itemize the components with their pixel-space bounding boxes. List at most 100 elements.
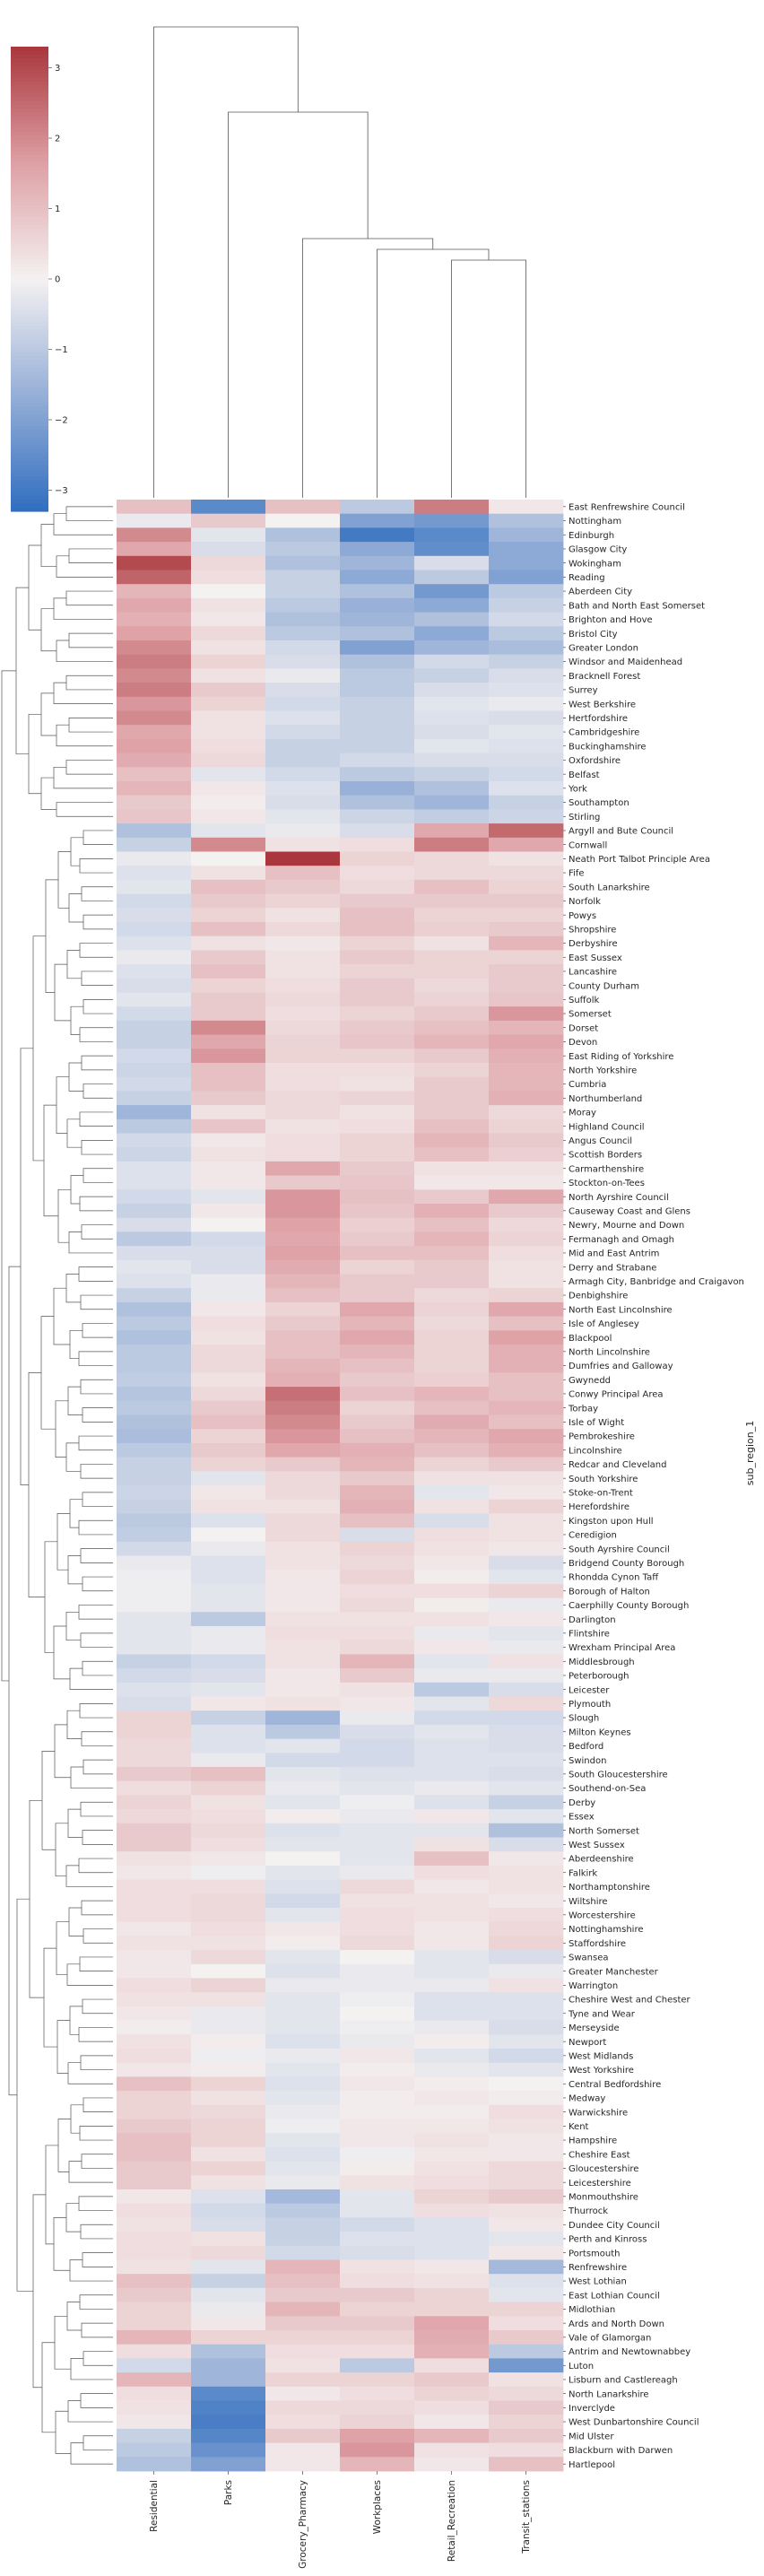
row-label: Thurrock — [568, 2206, 608, 2216]
row-label: Causeway Coast and Glens — [569, 1206, 690, 1216]
heatmap-cell — [191, 851, 266, 866]
heatmap-cell — [414, 1358, 490, 1373]
row-label: Suffolk — [569, 996, 599, 1005]
heatmap-cell — [191, 1246, 266, 1261]
heatmap-cell — [489, 1442, 564, 1458]
heatmap-cell — [265, 753, 341, 768]
heatmap-cell — [265, 1555, 341, 1571]
heatmap-cell — [489, 683, 564, 698]
heatmap-cell — [191, 1908, 266, 1923]
colorbar-gradient-step — [11, 457, 48, 462]
heatmap-cell — [489, 2034, 564, 2049]
dendrogram-link — [78, 1266, 113, 1282]
heatmap-cell — [340, 2245, 415, 2260]
colorbar: 3 2 1 0 −1 −2 −3 — [11, 47, 68, 512]
heatmap-cell — [414, 2287, 490, 2302]
heatmap-cell — [340, 2457, 415, 2472]
row-label: Derby — [569, 1798, 595, 1808]
heatmap-cell — [489, 1358, 564, 1373]
heatmap-cell — [117, 1429, 192, 1444]
colorbar-tick-label: 3 — [55, 64, 60, 74]
heatmap-cell — [265, 1597, 341, 1613]
colorbar-gradient-step — [11, 318, 48, 323]
heatmap-cell — [489, 1259, 564, 1275]
heatmap-cell — [414, 1034, 490, 1049]
heatmap-cell — [117, 513, 192, 528]
heatmap-cell — [340, 1513, 415, 1528]
heatmap-cell — [414, 1105, 490, 1120]
heatmap-cell — [117, 1612, 192, 1627]
colorbar-gradient-step — [11, 89, 48, 94]
heatmap-cell — [489, 1301, 564, 1317]
heatmap-cell — [340, 1471, 415, 1486]
colorbar-gradient-step — [11, 333, 48, 338]
heatmap-cell — [414, 1527, 490, 1543]
heatmap-cell — [340, 809, 415, 824]
heatmap-cell — [414, 1006, 490, 1022]
colorbar-gradient-step — [11, 224, 48, 230]
heatmap-cell — [265, 1274, 341, 1289]
heatmap-cell — [489, 1668, 564, 1684]
heatmap-cell — [191, 2316, 266, 2331]
heatmap-cell — [117, 2217, 192, 2232]
heatmap-cell — [489, 1387, 564, 1402]
heatmap-cell — [414, 2442, 490, 2458]
heatmap-cell — [340, 1442, 415, 1458]
dendrogram-link — [65, 506, 113, 521]
heatmap-cell — [340, 2316, 415, 2331]
colorbar-gradient-step — [11, 92, 48, 98]
heatmap-cell — [340, 950, 415, 965]
heatmap-cell — [191, 2203, 266, 2218]
heatmap-cell — [265, 2076, 341, 2092]
heatmap-cell — [191, 2457, 266, 2472]
heatmap-cell — [489, 781, 564, 796]
heatmap-cell — [265, 1696, 341, 1711]
colorbar-gradient-step — [11, 47, 48, 51]
colorbar-gradient-step — [11, 271, 48, 276]
colorbar-gradient-step — [11, 507, 48, 512]
heatmap-cell — [191, 1231, 266, 1247]
dendrogram-link — [66, 950, 82, 979]
dendrogram-link — [67, 2400, 113, 2423]
colorbar-gradient-step — [11, 267, 48, 272]
heatmap-cell — [191, 1950, 266, 1965]
heatmap-cell — [489, 2161, 564, 2176]
row-label: Newry, Mourne and Down — [569, 1221, 684, 1231]
colorbar-gradient-step — [11, 329, 48, 335]
heatmap-cell — [117, 1231, 192, 1247]
row-label: Greater Manchester — [569, 1967, 659, 1977]
heatmap-cell — [489, 1161, 564, 1176]
dendrogram-link — [65, 760, 113, 775]
heatmap-cell — [414, 1049, 490, 1064]
heatmap-cell — [414, 2104, 490, 2119]
dendrogram-link — [377, 248, 490, 498]
heatmap-cell — [191, 1570, 266, 1585]
colorbar-gradient-step — [11, 147, 48, 152]
heatmap-cell — [265, 1301, 341, 1317]
heatmap-cell — [265, 2442, 341, 2458]
heatmap-cell — [414, 584, 490, 599]
heatmap-cell — [191, 2146, 266, 2162]
colorbar-gradient-step — [11, 57, 48, 63]
heatmap-cell — [117, 795, 192, 810]
heatmap-cell — [340, 1992, 415, 2007]
colorbar-gradient-step — [11, 143, 48, 148]
colorbar-gradient-step — [11, 62, 48, 67]
heatmap-cell — [117, 1414, 192, 1430]
heatmap-cell — [117, 2020, 192, 2035]
heatmap-cell — [489, 1795, 564, 1810]
heatmap-cell — [414, 710, 490, 726]
colorbar-gradient-step — [11, 159, 48, 164]
heatmap-cell — [340, 1696, 415, 1711]
heatmap-cell — [265, 2415, 341, 2430]
heatmap-cell — [340, 1076, 415, 1092]
heatmap-cell — [489, 1654, 564, 1669]
heatmap-cell — [489, 823, 564, 839]
colorbar-gradient-step — [11, 127, 48, 133]
heatmap-cell — [414, 2344, 490, 2359]
dendrogram-link — [78, 1519, 113, 1536]
row-label: Staffordshire — [569, 1939, 626, 1949]
heatmap-cell — [117, 1597, 192, 1613]
dendrogram-link — [70, 1005, 83, 1035]
heatmap-cell — [191, 2415, 266, 2430]
